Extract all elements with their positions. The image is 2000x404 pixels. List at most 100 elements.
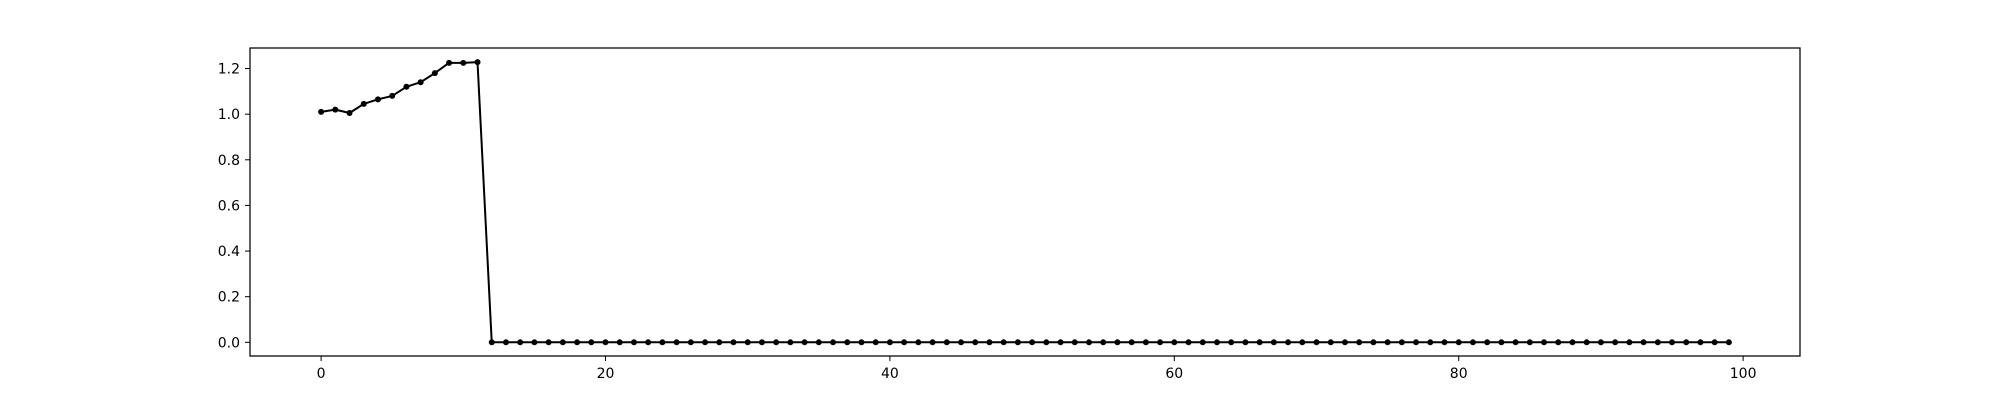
data-point <box>531 339 538 346</box>
data-point <box>502 339 509 346</box>
data-point <box>602 339 609 346</box>
data-point <box>431 70 438 77</box>
data-point <box>1683 339 1690 346</box>
data-point <box>801 339 808 346</box>
data-point <box>417 79 424 86</box>
data-point <box>1171 339 1178 346</box>
data-point <box>958 339 965 346</box>
data-point <box>1441 339 1448 346</box>
x-tick-label: 80 <box>1450 366 1468 382</box>
data-point <box>1313 339 1320 346</box>
data-point <box>1185 339 1192 346</box>
data-point <box>1413 339 1420 346</box>
data-point <box>943 339 950 346</box>
data-point <box>1640 339 1647 346</box>
axes-layer: 0 20 40 60 80 100 0.0 0.2 0.4 0.6 0.8 1.0 1.2 <box>218 62 1757 382</box>
data-point <box>1285 339 1292 346</box>
data-point <box>1000 339 1007 346</box>
data-point <box>716 339 723 346</box>
y-tick-label: 0.6 <box>218 198 240 214</box>
data-point <box>986 339 993 346</box>
data-point <box>1356 339 1363 346</box>
data-point <box>1526 339 1533 346</box>
data-point <box>1256 339 1263 346</box>
x-tick-label: 0 <box>317 366 326 382</box>
data-point <box>346 110 353 117</box>
data-point <box>545 339 552 346</box>
data-point <box>1100 339 1107 346</box>
x-tick-label: 60 <box>1165 366 1183 382</box>
data-point <box>1654 339 1661 346</box>
data-point <box>559 339 566 346</box>
data-point <box>1569 339 1576 346</box>
data-point <box>830 339 837 346</box>
data-point <box>872 339 879 346</box>
data-point <box>1299 339 1306 346</box>
data-point <box>687 339 694 346</box>
data-point <box>1583 339 1590 346</box>
data-point <box>787 339 794 346</box>
data-point <box>1384 339 1391 346</box>
data-point <box>886 339 893 346</box>
data-point <box>730 339 737 346</box>
data-point <box>1242 339 1249 346</box>
data-point <box>673 339 680 346</box>
data-point <box>1057 339 1064 346</box>
data-point <box>1398 339 1405 346</box>
data-point <box>1071 339 1078 346</box>
data-point <box>360 100 367 107</box>
data-point <box>1043 339 1050 346</box>
data-point <box>645 339 652 346</box>
data-point <box>488 339 495 346</box>
data-point <box>517 339 524 346</box>
data-point <box>702 339 709 346</box>
y-tick-label: 0.4 <box>218 244 240 260</box>
data-point <box>1228 339 1235 346</box>
plot-frame <box>249 47 1801 357</box>
x-tick-label: 40 <box>881 366 899 382</box>
data-point <box>773 339 780 346</box>
data-point <box>659 339 666 346</box>
data-point <box>403 83 410 90</box>
data-point <box>1142 339 1149 346</box>
data-point <box>474 59 481 66</box>
data-point <box>858 339 865 346</box>
data-point <box>616 339 623 346</box>
data-point <box>1427 339 1434 346</box>
data-point <box>1157 339 1164 346</box>
data-point <box>744 339 751 346</box>
data-point <box>1341 339 1348 346</box>
data-point <box>1697 339 1704 346</box>
data-point <box>1029 339 1036 346</box>
data-point <box>389 92 396 99</box>
data-point <box>1597 339 1604 346</box>
data-point <box>332 106 339 113</box>
data-point <box>1711 339 1718 346</box>
y-tick-label: 0.8 <box>218 153 240 169</box>
data-point <box>1498 339 1505 346</box>
data-point <box>1370 339 1377 346</box>
data-point <box>574 339 581 346</box>
y-tick-label: 1.2 <box>218 62 240 78</box>
data-point <box>630 339 637 346</box>
data-point <box>1128 339 1135 346</box>
data-point <box>1327 339 1334 346</box>
data-point <box>1085 339 1092 346</box>
data-point <box>1114 339 1121 346</box>
data-point <box>972 339 979 346</box>
y-tick-label: 0.2 <box>218 290 240 306</box>
data-point <box>901 339 908 346</box>
data-point <box>1014 339 1021 346</box>
series-layer <box>318 59 1732 346</box>
data-point <box>588 339 595 346</box>
series-line <box>320 61 1729 344</box>
data-point <box>1555 339 1562 346</box>
data-point <box>1541 339 1548 346</box>
data-point <box>1669 339 1676 346</box>
data-point <box>815 339 822 346</box>
data-point <box>374 96 381 103</box>
y-tick-label: 1.0 <box>218 107 240 123</box>
data-point <box>929 339 936 346</box>
